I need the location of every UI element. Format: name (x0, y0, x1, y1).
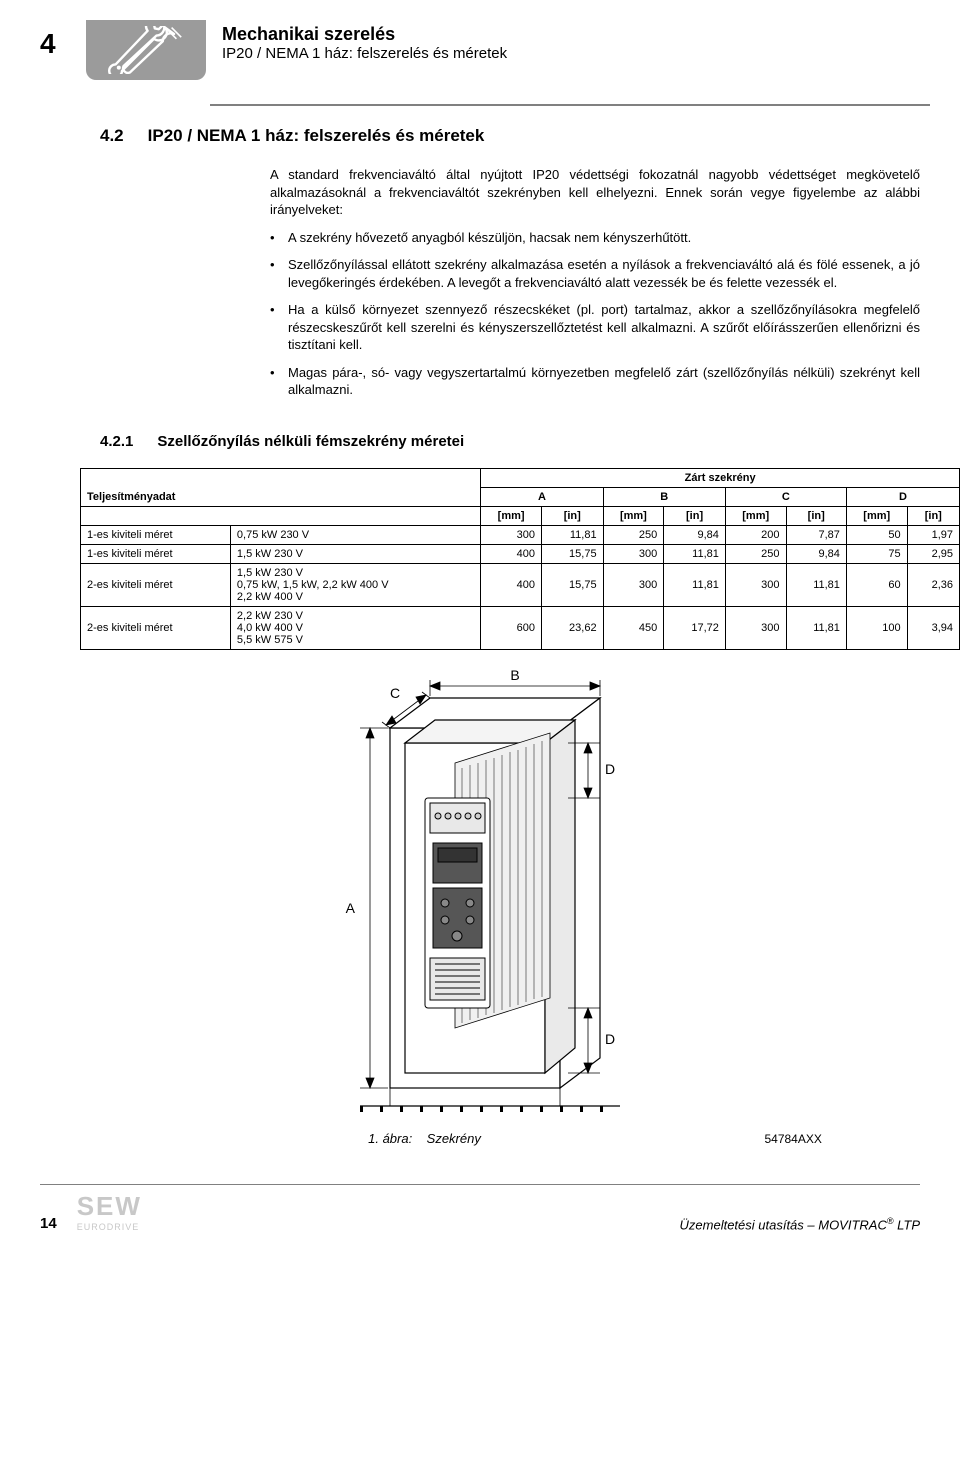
cell-value: 15,75 (541, 545, 603, 564)
cell-value: 250 (725, 545, 786, 564)
cabinet-figure: A B C D (40, 668, 920, 1146)
cell-value: 3,94 (907, 607, 959, 650)
cell-value: 400 (481, 545, 542, 564)
figure-caption-text: Szekrény (427, 1131, 481, 1146)
section-heading: 4.2 IP20 / NEMA 1 ház: felszerelés és mé… (100, 126, 920, 146)
list-item: Ha a külső környezet szennyező részecské… (270, 301, 920, 354)
cell-value: 11,81 (664, 545, 726, 564)
row-header-label: Teljesítményadat (81, 469, 481, 507)
row-label: 2-es kiviteli méret (81, 564, 231, 607)
list-item: Szellőzőnyílással ellátott szekrény alka… (270, 256, 920, 291)
figure-caption-prefix: 1. ábra: (368, 1131, 412, 1146)
super-header: Zárt szekrény (481, 469, 960, 488)
row-label: 1-es kiviteli méret (81, 545, 231, 564)
header-subtitle: IP20 / NEMA 1 ház: felszerelés és mérete… (222, 45, 507, 62)
unit-in: [in] (786, 507, 846, 526)
dim-label-d-top: D (605, 761, 615, 777)
table-row: 1-es kiviteli méret0,75 kW 230 V30011,81… (81, 526, 960, 545)
list-item: A szekrény hővezető anyagból készüljön, … (270, 229, 920, 247)
cabinet-diagram: A B C D (300, 668, 660, 1128)
row-desc: 0,75 kW 230 V (230, 526, 480, 545)
cell-value: 11,81 (664, 564, 726, 607)
cell-value: 11,81 (786, 607, 846, 650)
unit-mm: [mm] (481, 507, 542, 526)
registered-mark: ® (887, 1216, 894, 1226)
footer-right: Üzemeltetési utasítás – MOVITRAC® LTP (680, 1216, 920, 1232)
col-group: C (725, 488, 846, 507)
section-title: IP20 / NEMA 1 ház: felszerelés és mérete… (148, 126, 485, 146)
chapter-number: 4 (40, 28, 70, 60)
header-titles: Mechanikai szerelés IP20 / NEMA 1 ház: f… (222, 24, 507, 62)
row-label: 1-es kiviteli méret (81, 526, 231, 545)
list-item: Magas pára-, só- vagy vegyszertartalmú k… (270, 364, 920, 399)
subsection-title: Szellőzőnyílás nélküli fémszekrény méret… (157, 433, 464, 450)
row-desc: 1,5 kW 230 V0,75 kW, 1,5 kW, 2,2 kW 400 … (230, 564, 480, 607)
cell-value: 300 (481, 526, 542, 545)
table-row: 1-es kiviteli méret1,5 kW 230 V40015,753… (81, 545, 960, 564)
cell-value: 300 (725, 564, 786, 607)
cell-value: 9,84 (786, 545, 846, 564)
intro-paragraph: A standard frekvenciaváltó által nyújtot… (270, 166, 920, 219)
cell-value: 11,81 (541, 526, 603, 545)
col-group: B (603, 488, 725, 507)
cell-value: 300 (603, 564, 664, 607)
subsection-number: 4.2.1 (100, 433, 133, 450)
footer-doc-title: Üzemeltetési utasítás – MOVITRAC (680, 1217, 887, 1232)
table-row: 2-es kiviteli méret2,2 kW 230 V4,0 kW 40… (81, 607, 960, 650)
row-desc: 2,2 kW 230 V4,0 kW 400 V5,5 kW 575 V (230, 607, 480, 650)
cell-value: 2,95 (907, 545, 959, 564)
col-group: D (846, 488, 959, 507)
cell-value: 200 (725, 526, 786, 545)
unit-in: [in] (664, 507, 726, 526)
cell-value: 600 (481, 607, 542, 650)
cell-value: 50 (846, 526, 907, 545)
cell-value: 300 (725, 607, 786, 650)
wrench-icon (86, 20, 206, 80)
row-label: 2-es kiviteli méret (81, 607, 231, 650)
dim-label-c: C (390, 685, 400, 701)
cell-value: 300 (603, 545, 664, 564)
dim-label-b: B (510, 668, 519, 683)
dim-label-d-bottom: D (605, 1031, 615, 1047)
sew-logo: SEW EURODRIVE (77, 1191, 142, 1232)
unit-in: [in] (541, 507, 603, 526)
unit-mm: [mm] (725, 507, 786, 526)
cell-value: 2,36 (907, 564, 959, 607)
page-header: 4 Mechanikai szerelés IP20 / NEMA 1 ház:… (40, 20, 920, 80)
cell-value: 15,75 (541, 564, 603, 607)
cell-value: 450 (603, 607, 664, 650)
unit-in: [in] (907, 507, 959, 526)
cell-value: 75 (846, 545, 907, 564)
footer-suffix: LTP (894, 1217, 921, 1232)
guidelines-list: A szekrény hővezető anyagból készüljön, … (270, 229, 920, 399)
cell-value: 11,81 (786, 564, 846, 607)
logo-main: SEW (77, 1191, 142, 1222)
unit-mm: [mm] (603, 507, 664, 526)
col-group: A (481, 488, 603, 507)
table-row: 2-es kiviteli méret1,5 kW 230 V0,75 kW, … (81, 564, 960, 607)
cell-value: 7,87 (786, 526, 846, 545)
subsection-heading: 4.2.1 Szellőzőnyílás nélküli fémszekrény… (100, 433, 920, 450)
figure-caption: 1. ábra: Szekrény (368, 1131, 484, 1146)
logo-sub: EURODRIVE (77, 1222, 142, 1232)
cell-value: 250 (603, 526, 664, 545)
header-title: Mechanikai szerelés (222, 24, 507, 45)
cell-value: 400 (481, 564, 542, 607)
header-rule (210, 104, 930, 106)
cell-value: 60 (846, 564, 907, 607)
cell-value: 100 (846, 607, 907, 650)
cell-value: 1,97 (907, 526, 959, 545)
cell-value: 23,62 (541, 607, 603, 650)
row-desc: 1,5 kW 230 V (230, 545, 480, 564)
dimensions-table: Teljesítményadat Zárt szekrény A B C D [… (80, 468, 960, 650)
cell-value: 17,72 (664, 607, 726, 650)
unit-mm: [mm] (846, 507, 907, 526)
figure-id: 54784AXX (764, 1132, 821, 1146)
section-number: 4.2 (100, 126, 124, 146)
page-footer: 14 SEW EURODRIVE Üzemeltetési utasítás –… (40, 1184, 920, 1232)
dim-label-a: A (346, 900, 356, 916)
page-number: 14 (40, 1215, 57, 1232)
cell-value: 9,84 (664, 526, 726, 545)
